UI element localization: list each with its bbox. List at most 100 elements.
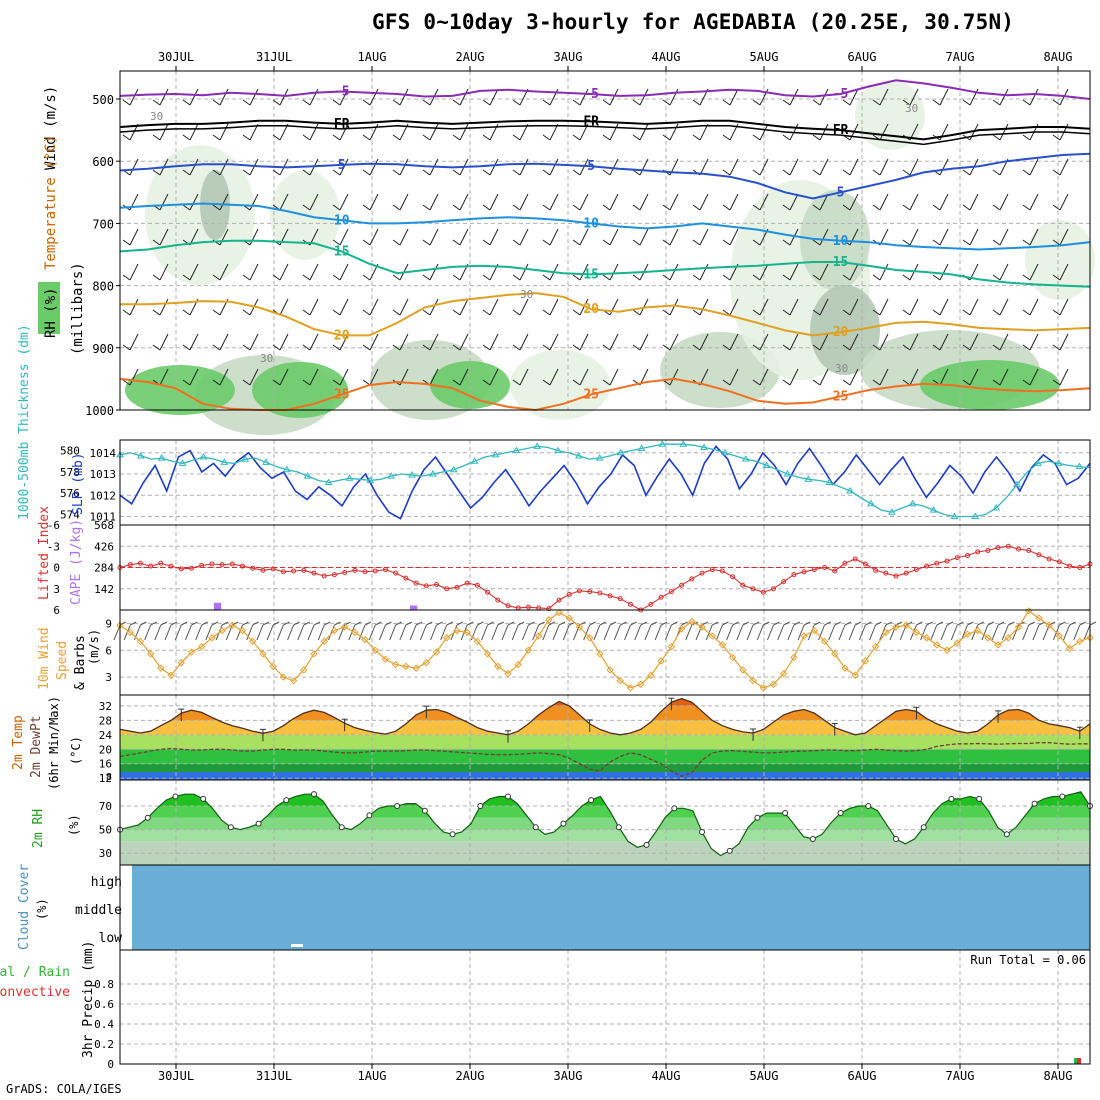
wind10m-speed-point (728, 653, 737, 662)
rh2m-point (394, 802, 401, 809)
wind-barb-staff (279, 88, 289, 106)
wind10m-barb-flag (987, 621, 995, 626)
wind10m-barb (399, 624, 407, 641)
rh-contour-label: 30 (835, 362, 848, 375)
wind10m-speed-point (443, 634, 451, 642)
wind-barb-staff (699, 263, 709, 281)
wind-barb-flag (782, 99, 791, 106)
cape-bar (409, 605, 418, 610)
wind-barb-staff (1059, 228, 1069, 246)
date-label-top: 31JUL (256, 50, 292, 64)
wind10m-barb-flag (477, 621, 484, 626)
wind-barb (272, 88, 289, 106)
lifted-index-point (342, 569, 348, 575)
wind-barb-staff (669, 228, 679, 246)
wind-barb (242, 368, 259, 386)
wind-barb-staff (789, 88, 799, 106)
wind-barb (632, 333, 649, 351)
lifted-index-axis-label: Lifted Index (37, 506, 52, 600)
lifted-index-point (485, 589, 491, 595)
wind10m-speed-point (381, 655, 390, 663)
wind-barb (812, 298, 829, 316)
wind10m-barb (379, 624, 386, 641)
temp-tick-label: 20 (99, 743, 112, 756)
rh2m-point (477, 802, 484, 809)
rh2m-point (255, 820, 262, 827)
wind-barb (1022, 298, 1039, 316)
temp-cold-band (120, 772, 1090, 780)
wind-barb (512, 298, 529, 316)
wind-barb (1022, 368, 1039, 386)
wind-barb-staff (1059, 333, 1069, 351)
wind10m-barb-flag (732, 621, 739, 626)
wind-barb (602, 193, 619, 211)
thickness-point (700, 443, 708, 450)
wind-barb-flag (452, 239, 461, 246)
wind-barb-staff (279, 193, 289, 211)
lifted-index-point (658, 594, 664, 600)
wind-barb-staff (759, 158, 769, 176)
wind-barb-flag (332, 309, 341, 316)
wind10m-barb (971, 624, 979, 641)
wind-barb (1022, 263, 1039, 281)
wind-barb-flag (722, 309, 731, 316)
wind-barb-flag (212, 274, 221, 281)
wind-barb (542, 333, 559, 351)
wind10m-barb (767, 624, 774, 641)
wind-barb (332, 333, 349, 351)
lifted-index-point (995, 545, 1001, 551)
wind-barb (782, 333, 799, 351)
wind-barb-flag (812, 274, 821, 281)
wind10m-barb (501, 624, 509, 641)
wind-barb-staff (189, 158, 199, 176)
wind10m-speed-point (1045, 621, 1053, 629)
wind-barb-staff (819, 123, 829, 141)
wind-barb (902, 228, 919, 246)
wind-barb-staff (129, 228, 139, 246)
wind-barb-flag (332, 379, 341, 386)
wind-barb-staff (789, 298, 799, 316)
wind-barb-flag (692, 204, 701, 211)
wind-barb (362, 333, 379, 351)
wind-barb-staff (549, 228, 559, 246)
wind-barb-staff (819, 368, 829, 386)
rh2m-point (976, 795, 983, 802)
lifted-index-point (801, 569, 807, 575)
temp-contour-label: -5 (833, 87, 849, 102)
wind-barb-flag (392, 169, 401, 176)
wind-barb (692, 298, 709, 316)
wind-barb-staff (879, 123, 889, 141)
wind-barb-flag (722, 344, 731, 351)
wind10m-barb (991, 624, 999, 641)
upper-air-frame (119, 70, 1091, 411)
wind-barb (332, 193, 349, 211)
wind-barb-flag (992, 99, 1001, 106)
wind-barb-flag (1052, 134, 1061, 141)
temp-contour-label: 25 (334, 387, 350, 402)
wind-barb (422, 193, 439, 211)
wind-barb (482, 368, 499, 386)
lifted-index-point (719, 568, 725, 574)
lifted-index-point (1056, 559, 1062, 565)
wind-barb (362, 88, 379, 106)
wind-barb-flag (1052, 379, 1061, 386)
wind-barb-flag (812, 99, 821, 106)
wind-barb (812, 228, 829, 246)
cape-tick-label: 142 (94, 583, 114, 596)
wind10m-speed-point (606, 666, 614, 674)
wind-barb (422, 228, 439, 246)
wind-barb-staff (939, 158, 949, 176)
wind-barb-staff (969, 333, 979, 351)
wind-barb-staff (249, 88, 259, 106)
wind10m-barb (950, 624, 958, 641)
wind-barb-staff (339, 298, 349, 316)
wind-barb (1052, 368, 1069, 386)
pressure-tick-label: 900 (92, 342, 114, 356)
rh2m-axis-label: 2m RH (31, 809, 46, 848)
thickness-point (1054, 459, 1063, 466)
wind-barb-staff (219, 368, 229, 386)
wind-barb-staff (249, 333, 259, 351)
wind-barb-staff (669, 333, 679, 351)
wind-barb (572, 228, 589, 246)
wind-barb-flag (452, 169, 461, 176)
